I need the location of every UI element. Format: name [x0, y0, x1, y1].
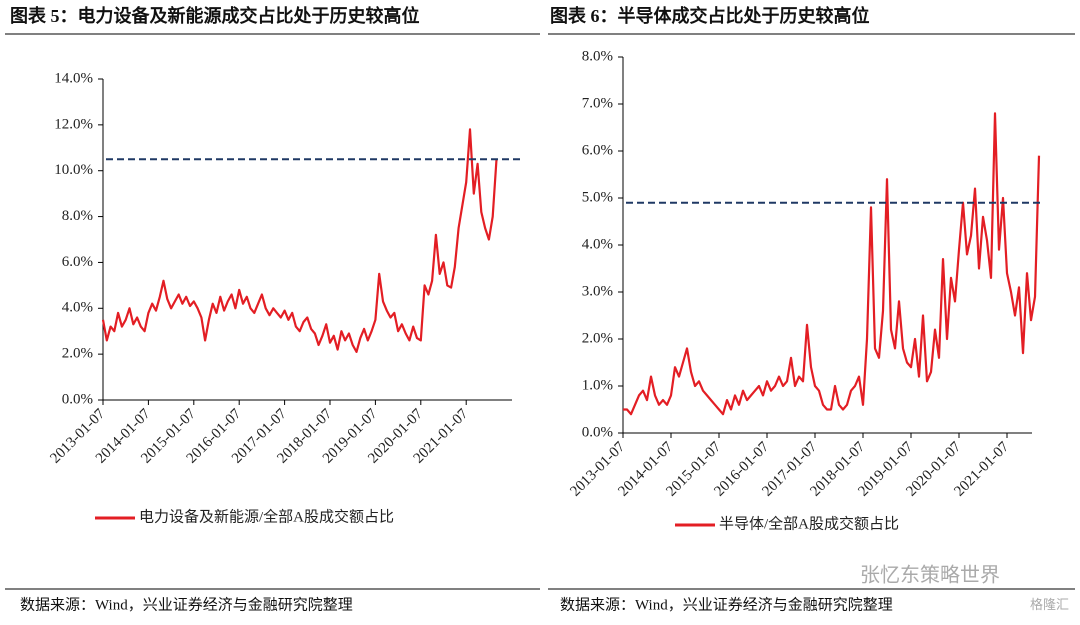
y-tick-label: 10.0% [54, 162, 93, 178]
y-tick-label: 0.0% [582, 424, 613, 440]
data-line [101, 128, 498, 353]
source-note: 数据来源：Wind，兴业证券经济与金融研究院整理 [20, 595, 353, 613]
y-tick-label: 6.0% [62, 254, 93, 270]
y-tick-label: 5.0% [582, 189, 613, 205]
y-tick-label: 12.0% [54, 116, 93, 132]
y-tick-label: 2.0% [582, 330, 613, 346]
source-note: 数据来源：Wind，兴业证券经济与金融研究院整理 [560, 595, 893, 613]
y-tick-label: 3.0% [582, 283, 613, 299]
chart-title: 图表 6：半导体成交占比处于历史较高位 [550, 5, 870, 26]
y-tick-label: 8.0% [582, 48, 613, 64]
y-tick-label: 4.0% [62, 300, 93, 316]
y-tick-label: 8.0% [62, 208, 93, 224]
legend-label: 电力设备及新能源/全部A股成交额占比 [139, 507, 394, 525]
y-tick-label: 14.0% [54, 70, 93, 86]
watermark: 格隆汇 [1030, 597, 1069, 612]
y-tick-label: 0.0% [62, 391, 93, 407]
y-tick-label: 4.0% [582, 236, 613, 252]
legend-label: 半导体/全部A股成交额占比 [719, 514, 899, 532]
y-tick-label: 6.0% [582, 142, 613, 158]
watermark: 张忆东策略世界 [860, 564, 1000, 587]
y-tick-label: 7.0% [582, 95, 613, 111]
y-tick-label: 1.0% [582, 377, 613, 393]
y-tick-label: 2.0% [62, 346, 93, 362]
data-line [623, 112, 1041, 416]
chart-title: 图表 5：电力设备及新能源成交占比处于历史较高位 [10, 5, 420, 26]
